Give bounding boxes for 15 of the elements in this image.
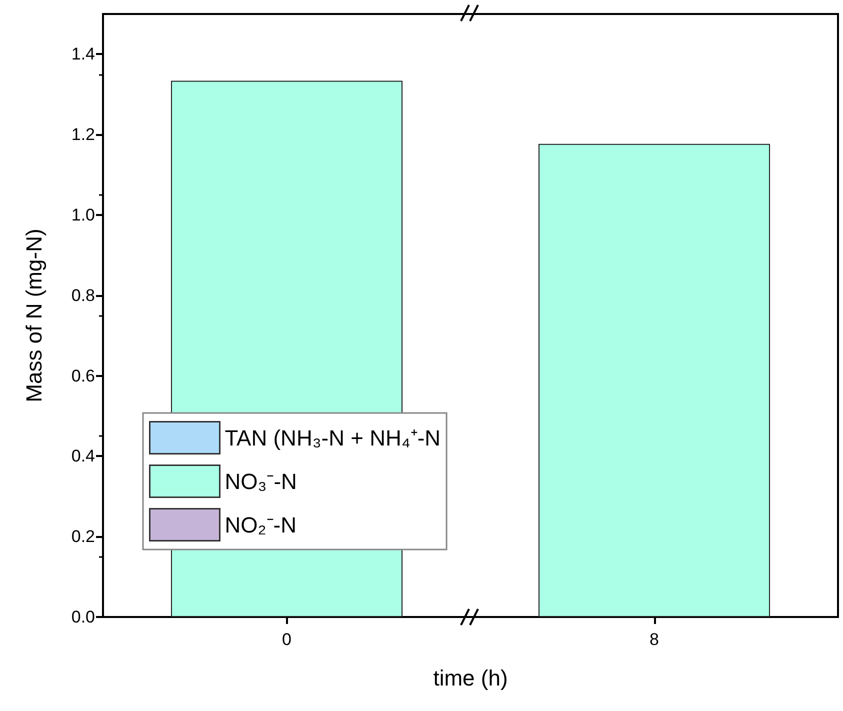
y-tick-label: 0.8 (71, 286, 95, 305)
legend-label: NO₃⁻-N (224, 468, 297, 494)
y-tick-label: 0.0 (71, 608, 95, 626)
x-tick-label: 0 (282, 630, 292, 649)
y-tick-label: 0.2 (71, 527, 95, 546)
y-tick-label: 1.0 (71, 206, 95, 224)
legend-label: NO₂⁻-N (224, 512, 297, 538)
y-tick-label: 0.4 (71, 446, 95, 466)
x-axis-title: time (h) (433, 666, 508, 690)
y-axis-title: Mass of N (mg-N) (22, 228, 46, 402)
legend-label: TAN (NH₃-N + NH₄⁺-N (224, 425, 441, 450)
y-tick-label: 0.6 (71, 366, 95, 386)
y-tick-label: 1.2 (71, 125, 95, 144)
y-tick-label: 1.4 (71, 44, 95, 64)
x-tick-label: 8 (650, 630, 659, 649)
